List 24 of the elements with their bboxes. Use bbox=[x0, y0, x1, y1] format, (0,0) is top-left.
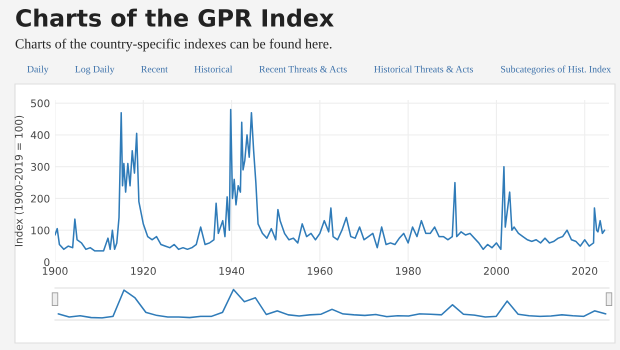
y-tick-label: 500 bbox=[31, 99, 50, 108]
y-tick-label: 0 bbox=[44, 258, 50, 266]
x-tick-label: 1920 bbox=[131, 267, 156, 275]
y-tick-label: 400 bbox=[30, 131, 50, 140]
text: Log Daily bbox=[75, 66, 115, 74]
text: Recent bbox=[141, 66, 168, 72]
y-axis-title: Index (1900-2019 = 100) bbox=[14, 116, 24, 246]
text: Daily bbox=[27, 66, 49, 74]
x-tick-label: 1940 bbox=[219, 267, 244, 275]
x-tick-label: 2000 bbox=[484, 267, 509, 275]
x-tick-label: 1980 bbox=[396, 267, 421, 275]
chart-title: Charts of the GPR Index bbox=[16, 8, 334, 27]
x-tick-label: 1900 bbox=[42, 267, 68, 275]
text: Historical bbox=[194, 66, 232, 72]
y-tick-label: 100 bbox=[31, 226, 50, 234]
text: Recent Threats & Acts bbox=[259, 66, 347, 72]
y-tick-label: 200 bbox=[31, 194, 50, 203]
y-tick-label: 300 bbox=[31, 162, 50, 171]
chart-subtitle: Charts of the country-specific indexes can be found here. bbox=[16, 38, 332, 52]
line-series bbox=[55, 108, 606, 252]
x-tick-label: 1960 bbox=[308, 267, 332, 275]
text: Subcategories of Hist. Index bbox=[501, 66, 611, 74]
x-tick-label: 2020 bbox=[572, 267, 598, 275]
text: Historical Threats & Acts bbox=[374, 66, 473, 72]
